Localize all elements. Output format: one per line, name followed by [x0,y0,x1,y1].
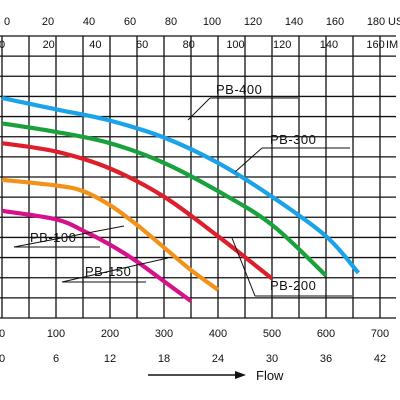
label-leader [187,97,211,121]
label-leader [234,147,263,173]
top-us-tick-label: 160 [326,16,344,28]
bottom-m3h-tick-label: 18 [158,353,170,365]
label-leader [13,225,125,248]
label-leader [231,237,256,297]
top-im-tick-label: 160 [366,39,384,51]
bottom-flow-tick-label: 700 [371,328,389,340]
top-im-tick-label: 80 [183,39,195,51]
series-label: PB-200 [270,278,316,293]
bottom-flow-axis: 0 100 200 300 400 500 600 700 [0,328,389,340]
top-us-tick-label: 20 [42,16,54,28]
top-im-tick-label: 0 [0,39,5,51]
top-im-unit-label: IM [386,39,398,51]
chart-grid [0,35,396,319]
bottom-m3h-tick-label: 30 [266,353,278,365]
bottom-flow-tick-label: 0 [0,328,5,340]
pump-curves [1,95,360,303]
top-us-tick-label: 120 [244,16,262,28]
top-im-tick-label: 140 [320,39,338,51]
flow-arrow-head [235,371,246,379]
bottom-m3h-tick-label: 0 [0,353,5,365]
top-us-tick-label: 140 [285,16,303,28]
top-us-tick-label: 80 [165,16,177,28]
curve-pb-300 [1,121,328,278]
bottom-m3h-tick-label: 24 [212,353,224,365]
curve-pb-100 [1,208,193,303]
bottom-flow-tick-label: 400 [209,328,227,340]
bottom-flow-tick-label: 600 [317,328,335,340]
series-label: PB-150 [85,264,131,279]
top-im-tick-label: 120 [273,39,291,51]
bottom-m3h-axis: 0 6 12 18 24 30 36 42 [0,353,386,365]
bottom-flow-tick-label: 300 [155,328,173,340]
bottom-m3h-tick-label: 12 [104,353,116,365]
top-im-tick-label: 20 [43,39,55,51]
series-label: PB-300 [270,132,316,147]
top-im-tick-label: 60 [136,39,148,51]
top-us-tick-label: 100 [203,16,221,28]
top-im-tick-label: 100 [226,39,244,51]
series-label: PB-400 [216,82,262,97]
bottom-m3h-tick-label: 36 [320,353,332,365]
bottom-flow-tick-label: 200 [101,328,119,340]
bottom-m3h-tick-label: 6 [53,353,59,365]
top-us-tick-label: 180 [367,16,385,28]
top-us-axis: 0 20 40 60 80 100 120 140 160 180 US [4,16,400,28]
bottom-flow-tick-label: 100 [47,328,65,340]
top-us-tick-label: 60 [124,16,136,28]
bottom-m3h-tick-label: 42 [374,353,386,365]
top-im-tick-label: 40 [89,39,101,51]
curve-pb-400 [1,95,360,275]
label-leader [61,257,169,283]
top-us-unit-label: US [388,16,400,28]
bottom-flow-tick-label: 500 [263,328,281,340]
series-label: PB-100 [30,230,76,245]
top-us-tick-label: 0 [4,16,10,28]
top-us-tick-label: 40 [83,16,95,28]
series-labels: PB-400 PB-300 PB-200 PB-150 PB-100 [13,82,352,297]
curve-pb-200 [1,141,274,281]
flow-arrow: Flow [148,368,284,383]
x-axis-label: Flow [256,368,284,383]
curve-pb-150 [1,177,220,292]
top-im-axis: 0 20 40 60 80 100 120 140 160 IM [0,39,398,51]
